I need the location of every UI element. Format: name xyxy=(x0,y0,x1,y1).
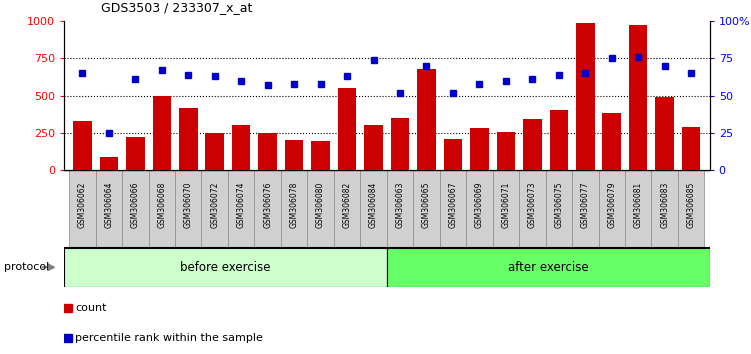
Text: GDS3503 / 233307_x_at: GDS3503 / 233307_x_at xyxy=(101,1,253,14)
Bar xyxy=(307,170,334,248)
Bar xyxy=(493,170,519,248)
Bar xyxy=(206,133,224,170)
Bar xyxy=(281,170,307,248)
Bar xyxy=(149,170,175,248)
Bar xyxy=(255,170,281,248)
Bar xyxy=(64,248,387,287)
Bar xyxy=(232,125,250,170)
Bar xyxy=(360,170,387,248)
Bar xyxy=(334,170,360,248)
Bar xyxy=(576,23,595,170)
Bar xyxy=(387,248,710,287)
Text: GSM306077: GSM306077 xyxy=(581,182,590,228)
Bar xyxy=(629,25,647,170)
Bar xyxy=(682,127,701,170)
Text: GSM306072: GSM306072 xyxy=(210,182,219,228)
Text: GSM306064: GSM306064 xyxy=(104,182,113,228)
Bar xyxy=(599,170,625,248)
Bar xyxy=(100,156,118,170)
Bar xyxy=(651,170,678,248)
Bar xyxy=(152,96,171,170)
Bar xyxy=(550,110,568,170)
Bar xyxy=(126,137,144,170)
Text: GSM306075: GSM306075 xyxy=(554,182,563,228)
Bar xyxy=(466,170,493,248)
Text: GSM306084: GSM306084 xyxy=(369,182,378,228)
Text: count: count xyxy=(75,303,107,313)
Text: GSM306074: GSM306074 xyxy=(237,182,246,228)
Bar xyxy=(95,170,122,248)
Text: after exercise: after exercise xyxy=(508,261,589,274)
Text: GSM306068: GSM306068 xyxy=(157,182,166,228)
Text: GSM306076: GSM306076 xyxy=(263,182,272,228)
Bar xyxy=(179,108,198,170)
Text: GSM306080: GSM306080 xyxy=(316,182,325,228)
Text: GSM306073: GSM306073 xyxy=(528,182,537,228)
Bar xyxy=(258,133,277,170)
Text: GSM306066: GSM306066 xyxy=(131,182,140,228)
Text: protocol: protocol xyxy=(4,262,49,272)
Text: GSM306085: GSM306085 xyxy=(686,182,695,228)
Bar xyxy=(625,170,651,248)
Bar xyxy=(122,170,149,248)
Text: before exercise: before exercise xyxy=(180,261,270,274)
Bar xyxy=(678,170,704,248)
Text: GSM306067: GSM306067 xyxy=(448,182,457,228)
Bar xyxy=(69,170,95,248)
Text: percentile rank within the sample: percentile rank within the sample xyxy=(75,333,263,343)
Text: GSM306070: GSM306070 xyxy=(184,182,193,228)
Bar xyxy=(175,170,201,248)
Text: GSM306065: GSM306065 xyxy=(422,182,431,228)
Bar xyxy=(387,170,413,248)
Bar xyxy=(602,113,621,170)
Text: GSM306071: GSM306071 xyxy=(502,182,511,228)
Bar xyxy=(338,88,356,170)
Text: GSM306062: GSM306062 xyxy=(78,182,87,228)
Bar xyxy=(364,125,383,170)
Bar xyxy=(470,127,489,170)
Bar xyxy=(523,119,541,170)
Text: GSM306082: GSM306082 xyxy=(342,182,351,228)
Bar xyxy=(439,170,466,248)
Text: GSM306069: GSM306069 xyxy=(475,182,484,228)
Text: GSM306079: GSM306079 xyxy=(608,182,617,228)
Bar xyxy=(496,132,515,170)
Text: GSM306063: GSM306063 xyxy=(396,182,405,228)
Bar xyxy=(413,170,439,248)
Bar xyxy=(201,170,228,248)
Bar xyxy=(312,141,330,170)
Bar xyxy=(391,118,409,170)
Bar xyxy=(73,121,92,170)
Bar xyxy=(519,170,545,248)
Bar xyxy=(545,170,572,248)
Bar xyxy=(444,139,462,170)
Bar xyxy=(572,170,599,248)
Text: GSM306083: GSM306083 xyxy=(660,182,669,228)
Text: GSM306078: GSM306078 xyxy=(290,182,299,228)
Bar xyxy=(418,69,436,170)
Text: GSM306081: GSM306081 xyxy=(634,182,643,228)
Bar xyxy=(228,170,255,248)
Bar xyxy=(656,97,674,170)
Bar xyxy=(285,140,303,170)
